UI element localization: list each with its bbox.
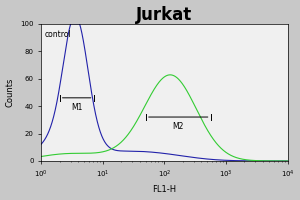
- X-axis label: FL1-H: FL1-H: [152, 185, 176, 194]
- Y-axis label: Counts: Counts: [6, 78, 15, 107]
- Text: M2: M2: [172, 122, 184, 131]
- Title: Jurkat: Jurkat: [136, 6, 193, 24]
- Text: M1: M1: [71, 103, 82, 112]
- Text: control: control: [45, 30, 72, 39]
